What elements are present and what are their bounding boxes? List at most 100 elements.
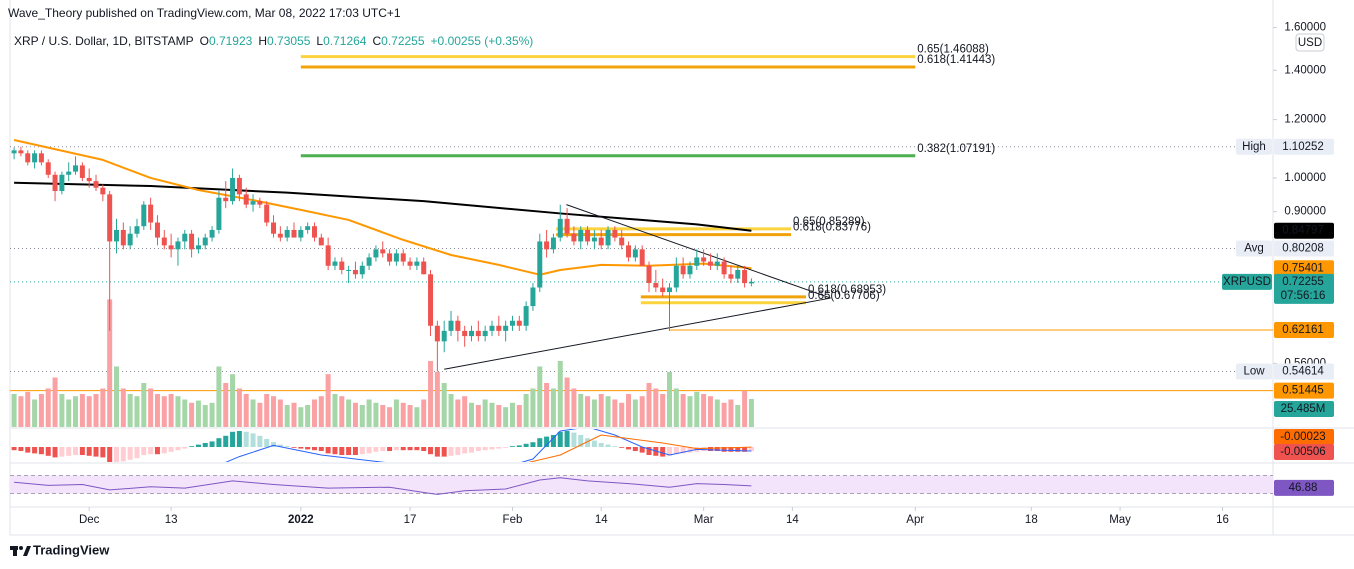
- macd-histogram-bar: [557, 431, 563, 447]
- volume-bar: [591, 399, 597, 427]
- macd-histogram-bar: [352, 447, 358, 455]
- candle-body: [66, 171, 72, 175]
- volume-bar: [236, 388, 242, 427]
- hline-value-box: [1274, 382, 1334, 399]
- x-tick-label: 17: [404, 514, 417, 526]
- candle-body: [216, 197, 222, 230]
- legend-change: +0.00255 (+0.35%): [431, 34, 534, 48]
- macd-histogram-bar: [619, 447, 625, 448]
- volume-bar: [107, 299, 113, 427]
- volume-bar: [632, 399, 638, 427]
- candle-body: [639, 249, 645, 266]
- macd-histogram-bar: [414, 447, 420, 451]
- candle-body: [250, 201, 256, 205]
- volume-bar: [73, 396, 79, 427]
- fib-label: 0.618(0.68953): [808, 284, 886, 296]
- macd-histogram-bar: [550, 435, 556, 447]
- macd-histogram-bar: [516, 445, 522, 447]
- volume-bar: [537, 366, 543, 427]
- candle-body: [748, 281, 754, 284]
- candle-body: [298, 229, 304, 238]
- macd-histogram-bar: [605, 444, 611, 447]
- volume-bar: [489, 402, 495, 427]
- macd-histogram-bar: [93, 447, 99, 457]
- candle-body: [414, 261, 420, 266]
- volume-bar: [311, 399, 317, 427]
- macd-histogram-bar: [250, 433, 256, 447]
- stat-label-box: [1236, 363, 1272, 380]
- candle-body: [277, 233, 283, 238]
- macd-histogram-bar: [332, 447, 338, 455]
- legend-letter: L: [316, 34, 323, 48]
- volume-bar: [100, 388, 106, 427]
- macd-histogram-bar: [325, 447, 331, 454]
- volume-bar: [271, 396, 277, 427]
- candle-body: [441, 330, 447, 342]
- macd-histogram-bar: [141, 447, 147, 455]
- volume-bar: [742, 390, 748, 427]
- macd-histogram-bar: [428, 447, 434, 455]
- x-tick-label: 18: [1025, 514, 1038, 526]
- last-price-box: [1274, 273, 1334, 304]
- volume-bar: [469, 402, 475, 427]
- macd-histogram-bar: [291, 447, 297, 448]
- stat-value-box: [1274, 138, 1334, 155]
- volume-bar: [18, 396, 24, 427]
- candle-body: [735, 269, 741, 279]
- currency: USD: [1298, 37, 1322, 49]
- moving-average: [14, 181, 752, 232]
- volume-bar: [687, 396, 693, 427]
- x-tick-label: 16: [1216, 514, 1229, 526]
- ma-value-box: [1274, 260, 1334, 277]
- macd-histogram-bar: [168, 447, 174, 452]
- macd-line: [225, 429, 752, 462]
- macd-histogram-bar: [32, 447, 38, 454]
- legend-title: XRP / U.S. Dollar, 1D, BITSTAMP: [14, 34, 194, 48]
- publisher: Wave_Theory published on TradingView.com…: [8, 6, 401, 20]
- candle-body: [564, 218, 570, 234]
- candle-body: [318, 237, 324, 246]
- macd-histogram-bar: [735, 447, 741, 452]
- macd-histogram-bar: [100, 447, 106, 458]
- y-tick-label: 0.90000: [1284, 206, 1326, 218]
- stat-label: Avg: [1244, 243, 1264, 255]
- candle-body: [694, 257, 700, 266]
- macd-histogram-bar: [673, 447, 679, 455]
- candle-body: [509, 320, 515, 326]
- macd-histogram-bar: [359, 447, 365, 455]
- hline-value: 0.51445: [1282, 385, 1324, 397]
- candle-body: [714, 261, 720, 266]
- candle-body: [120, 229, 126, 246]
- macd-histogram-bar: [134, 447, 140, 459]
- frame: [9, 0, 1354, 536]
- macd-histogram-bar: [161, 447, 167, 454]
- candle-body: [332, 261, 338, 266]
- ma-value: 0.84797: [1282, 225, 1324, 237]
- last-price: 0.72255: [1282, 276, 1324, 288]
- volume-bar: [701, 394, 707, 427]
- macd-histogram-bar: [243, 431, 249, 447]
- candle-body: [366, 257, 372, 266]
- macd-histogram-bar: [632, 447, 638, 451]
- x-tick-label: 14: [595, 514, 608, 526]
- volume-bar: [277, 399, 283, 427]
- candle-body: [202, 237, 208, 246]
- y-tick-label: 1.20000: [1284, 114, 1326, 126]
- macd-histogram-bar: [236, 431, 242, 447]
- candle-body: [660, 287, 666, 293]
- candle-body: [305, 226, 311, 230]
- volume-bar: [585, 396, 591, 427]
- candle-body: [311, 226, 317, 238]
- y-tick-label: 1.00000: [1284, 172, 1326, 184]
- x-tick-label: Apr: [906, 514, 924, 526]
- macd-histogram-bar: [284, 446, 290, 447]
- y-tick-label: 1.40000: [1284, 64, 1326, 76]
- macd-histogram-bar: [223, 435, 229, 447]
- macd-histogram-bar: [311, 447, 317, 451]
- rsi-value-box: [1274, 479, 1334, 496]
- macd-histogram-bar: [182, 447, 188, 449]
- volume-bar: [66, 399, 72, 427]
- macd-signal-value: -0.00023: [1280, 431, 1325, 443]
- macd-histogram-bar: [509, 446, 515, 447]
